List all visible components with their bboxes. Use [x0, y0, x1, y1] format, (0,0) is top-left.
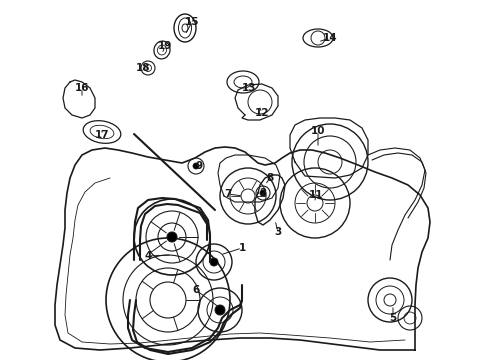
Text: 7: 7	[224, 189, 232, 199]
Text: 14: 14	[323, 33, 337, 43]
Text: 10: 10	[311, 126, 325, 136]
Circle shape	[215, 305, 225, 315]
Text: 11: 11	[309, 190, 323, 200]
Text: 17: 17	[95, 130, 109, 140]
Text: 2: 2	[259, 188, 267, 198]
Circle shape	[260, 190, 266, 196]
Text: 9: 9	[196, 161, 202, 171]
Circle shape	[210, 258, 218, 266]
Text: 13: 13	[242, 83, 256, 93]
Text: 18: 18	[136, 63, 150, 73]
Text: 19: 19	[158, 41, 172, 51]
Text: 8: 8	[267, 173, 273, 183]
Text: 6: 6	[193, 285, 199, 295]
Circle shape	[193, 163, 199, 169]
Text: 5: 5	[390, 313, 396, 323]
Text: 16: 16	[75, 83, 89, 93]
Circle shape	[150, 282, 186, 318]
Text: 1: 1	[238, 243, 245, 253]
Text: 3: 3	[274, 227, 282, 237]
Text: 4: 4	[145, 251, 152, 261]
Text: 15: 15	[185, 17, 199, 27]
Circle shape	[167, 232, 177, 242]
Text: 12: 12	[255, 108, 269, 118]
